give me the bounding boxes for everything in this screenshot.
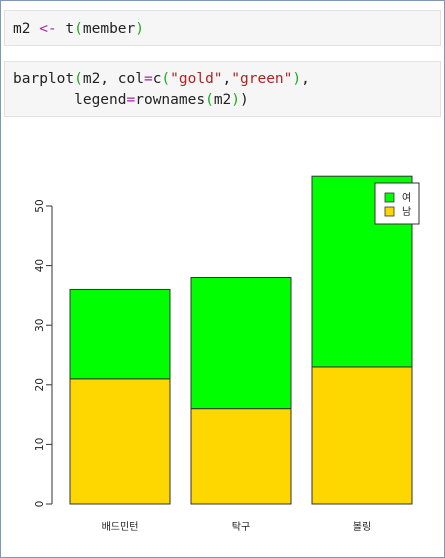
y-tick-label: 40 [34,259,46,272]
y-tick-label: 50 [34,199,46,212]
bar-segment [69,378,171,505]
bar-segment [190,277,292,410]
bar-segment [311,366,413,505]
legend-box [374,182,420,225]
code-line: legend=rownames(m2)) [74,92,249,108]
x-tick-label: 탁구 [232,521,250,533]
y-tick-label: 20 [34,378,46,391]
code-line: barplot(m2, col=c("gold","green"), [13,71,310,87]
code-line: m2 <- t(member) [13,21,144,37]
code-cell-transpose[interactable]: m2 <- t(member) [4,10,441,46]
y-tick-label: 0 [34,501,46,508]
x-tick-label: 볼링 [353,521,371,533]
x-tick-label: 배드민턴 [102,521,139,533]
code-cell-barplot[interactable]: barplot(m2, col=c("gold","green"), legen… [4,61,441,117]
legend-swatch [384,206,395,217]
bar-segment [190,408,292,505]
legend-label: 남 [402,206,411,218]
y-tick-label: 10 [34,438,46,451]
bar-segment [69,288,171,380]
barplot-output: 배드민턴 탁구 볼링 0 10 20 30 40 50 여남 [34,175,420,533]
legend-swatch [384,192,395,203]
y-tick-label: 30 [34,319,46,332]
legend-label: 여 [402,192,411,204]
